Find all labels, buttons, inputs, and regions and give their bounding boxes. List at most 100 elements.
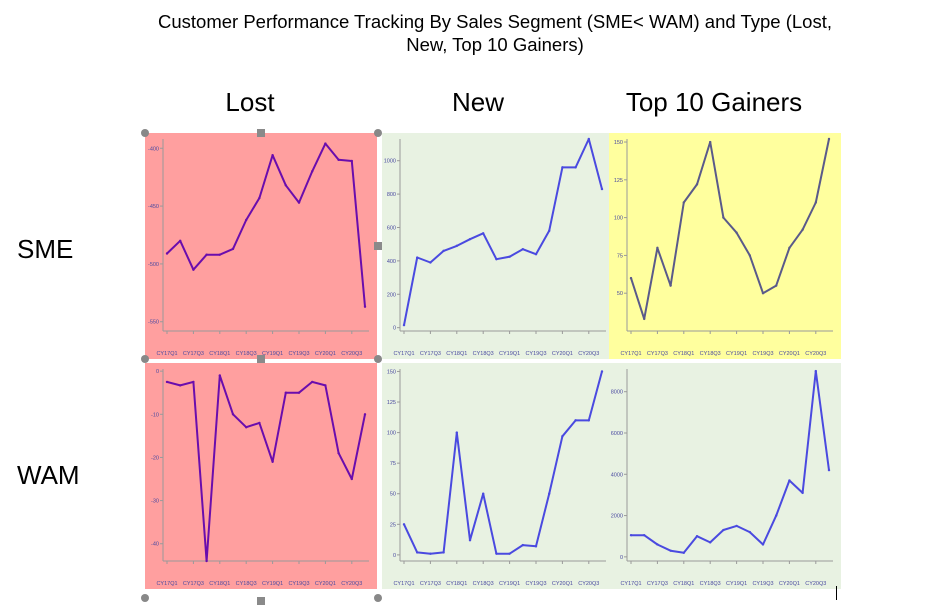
data-point: [179, 384, 182, 387]
data-point: [656, 246, 659, 250]
x-tick-label: CY19Q3: [752, 581, 773, 587]
y-tick-label: 25: [390, 522, 396, 528]
x-tick-label: CY18Q3: [700, 351, 721, 357]
data-point: [350, 159, 353, 163]
x-tick-label: CY20Q3: [341, 351, 362, 357]
data-point: [297, 201, 301, 204]
data-point: [735, 231, 738, 234]
x-tick-label: CY19Q3: [752, 351, 773, 357]
series-line: [166, 374, 366, 562]
y-tick-label: 150: [614, 140, 623, 146]
data-point: [574, 419, 577, 422]
y-tick-label: -450: [148, 204, 159, 210]
y-tick-label: 2000: [611, 514, 623, 520]
data-point: [402, 523, 406, 526]
data-point: [827, 468, 831, 472]
chart-panel-wam-lost[interactable]: 0 -10 -20 -30 -40 CY17Q1 CY17Q3 CY18Q1 CY18Q3 CY1…: [145, 363, 377, 589]
data-point: [643, 317, 646, 321]
line-chart-svg: 0 2000 4000 6000 8000 CY17Q1 CY17Q3 CY18Q1 CY18Q…: [609, 363, 841, 589]
data-point: [656, 543, 659, 546]
data-point: [709, 140, 712, 144]
data-point: [482, 232, 485, 235]
data-point: [324, 142, 327, 145]
chart-panel-sme-new[interactable]: 0 200 400 600 800 1000 CY17Q1 CY17Q3 CY18Q1 CY18Q…: [382, 133, 614, 359]
y-tick-label: -500: [148, 262, 159, 268]
data-point: [192, 380, 195, 384]
data-point: [218, 374, 221, 377]
data-point: [284, 391, 287, 394]
data-point: [442, 249, 445, 253]
y-tick-label: -550: [148, 320, 159, 326]
resize-handle-bottom-right[interactable]: [374, 355, 382, 363]
series-line: [631, 370, 830, 554]
data-point: [337, 451, 340, 455]
y-tick-label: 125: [614, 178, 623, 184]
line-chart-svg: 0 25 50 75 100 125 150 CY17Q1 CY17Q3 CY18Q1 CY18Q3…: [382, 363, 614, 589]
data-point: [495, 258, 498, 261]
data-point: [801, 228, 804, 231]
series-line: [166, 142, 366, 307]
x-tick-label: CY20Q1: [552, 351, 573, 357]
x-tick-label: CY19Q1: [262, 351, 283, 357]
data-point: [561, 435, 564, 438]
data-point: [482, 492, 485, 495]
x-tick-label: CY18Q3: [700, 581, 721, 587]
chart-panel-wam-new[interactable]: 0 25 50 75 100 125 150 CY17Q1 CY17Q3 CY18Q1 CY18Q3…: [382, 363, 614, 589]
resize-handle-lower-right[interactable]: [374, 594, 382, 602]
data-point: [788, 246, 791, 250]
chart-panel-sme-lost[interactable]: -400 -450 -500 -550 CY17Q1 CY17Q3 CY18Q1 CY18Q3…: [145, 133, 377, 359]
data-point: [271, 460, 274, 463]
data-point: [521, 247, 524, 251]
chart-title-line-2: New, Top 10 Gainers): [406, 34, 584, 55]
x-tick-label: CY19Q1: [726, 351, 747, 357]
data-point: [337, 158, 340, 162]
x-tick-label: CY19Q3: [525, 581, 546, 587]
data-point: [455, 244, 458, 248]
data-point: [629, 533, 633, 537]
data-point: [165, 252, 169, 255]
resize-handle-bottom-left[interactable]: [141, 355, 149, 363]
chart-panel-sme-top-gainers[interactable]: 50 75 100 125 150 CY17Q1 CY17Q3 CY18Q1 CY18Q3 CY1…: [609, 133, 841, 359]
column-header-lost: Lost: [225, 87, 275, 117]
column-header-new: New: [451, 87, 504, 117]
x-tick-label: CY17Q1: [156, 581, 177, 587]
y-tick-label: -20: [151, 455, 159, 461]
chart-panel-wam-top-gainers[interactable]: 0 2000 4000 6000 8000 CY17Q1 CY17Q3 CY18Q1 CY18Q…: [609, 363, 841, 589]
cursor-mark: [836, 586, 837, 600]
chart-background: [609, 363, 841, 589]
resize-handle-right[interactable]: [374, 242, 382, 250]
x-tick-label: CY17Q3: [420, 351, 441, 357]
x-tick-label: CY17Q3: [647, 351, 668, 357]
data-point: [297, 391, 301, 394]
data-point: [258, 421, 261, 425]
x-tick-label: CY17Q1: [620, 581, 641, 587]
resize-handle-top-left[interactable]: [141, 129, 149, 137]
data-point: [231, 247, 235, 251]
data-point: [695, 183, 699, 186]
x-tick-label: CY18Q1: [209, 351, 230, 357]
chart-background: [382, 363, 614, 589]
x-tick-label: CY19Q3: [525, 351, 546, 357]
column-header-top-gainers: Top 10 Gainers: [625, 87, 803, 117]
y-tick-label: -10: [151, 412, 159, 418]
x-tick-label: CY18Q3: [236, 581, 257, 587]
resize-handle-top[interactable]: [257, 129, 265, 137]
resize-handle-bottom[interactable]: [257, 355, 265, 363]
data-point: [669, 284, 672, 287]
x-tick-label: CY19Q1: [499, 581, 520, 587]
chart-background: [609, 133, 841, 359]
resize-handle-top-right[interactable]: [374, 129, 382, 137]
data-point: [245, 426, 248, 429]
data-point: [231, 413, 235, 416]
x-tick-label: CY19Q3: [288, 581, 309, 587]
data-point: [548, 229, 551, 233]
data-point: [416, 551, 419, 554]
resize-handle-lower-left[interactable]: [141, 594, 149, 602]
y-tick-label: 600: [387, 225, 396, 231]
x-tick-label: CY20Q1: [315, 351, 336, 357]
y-tick-label: 0: [620, 555, 623, 561]
resize-handle-lower-bottom[interactable]: [257, 597, 265, 605]
y-tick-label: 0: [393, 553, 396, 559]
data-point: [245, 218, 248, 222]
x-tick-label: CY17Q3: [183, 581, 204, 587]
